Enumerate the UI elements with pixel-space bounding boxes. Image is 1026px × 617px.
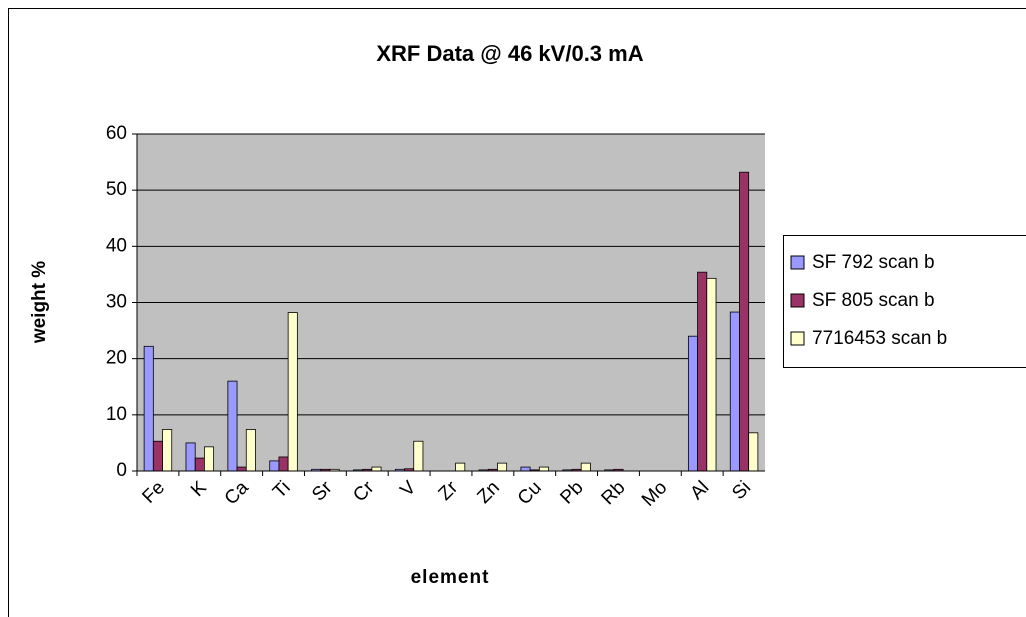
chart-title: XRF Data @ 46 kV/0.3 mA <box>376 41 643 66</box>
bar <box>227 380 238 472</box>
bar <box>687 335 698 472</box>
bar <box>278 456 289 472</box>
bar <box>580 462 591 472</box>
bar <box>413 440 424 472</box>
y-tick-label: 50 <box>106 179 127 200</box>
bar <box>143 345 154 472</box>
y-tick-label: 20 <box>106 348 127 369</box>
bar <box>236 466 247 472</box>
y-axis-label: weight % <box>29 261 50 344</box>
bar <box>729 311 740 472</box>
bar <box>204 446 215 472</box>
legend-label: SF 792 scan b <box>812 252 935 273</box>
bar <box>748 432 759 472</box>
legend-label: SF 805 scan b <box>812 290 935 311</box>
bar <box>162 429 173 472</box>
bar <box>455 462 466 472</box>
bar <box>287 312 298 472</box>
bar <box>152 440 163 472</box>
legend <box>783 235 1026 368</box>
legend-swatch <box>790 331 805 346</box>
x-axis-label: element <box>411 567 490 588</box>
bar <box>697 271 708 472</box>
bar <box>245 429 256 472</box>
y-tick-label: 60 <box>106 123 127 144</box>
y-tick-label: 10 <box>106 404 127 425</box>
legend-swatch <box>790 255 805 270</box>
bar <box>194 457 205 472</box>
bar <box>739 171 750 472</box>
bar <box>497 462 508 472</box>
bar <box>269 460 280 472</box>
bar <box>371 466 382 472</box>
bar <box>185 442 196 472</box>
bar <box>538 466 549 472</box>
y-tick-label: 40 <box>106 235 127 256</box>
bar <box>706 277 717 472</box>
bar <box>520 466 531 472</box>
y-tick-label: 30 <box>106 292 127 313</box>
legend-swatch <box>790 293 805 308</box>
legend-label: 7716453 scan b <box>812 328 947 349</box>
y-tick-label: 0 <box>116 460 127 481</box>
